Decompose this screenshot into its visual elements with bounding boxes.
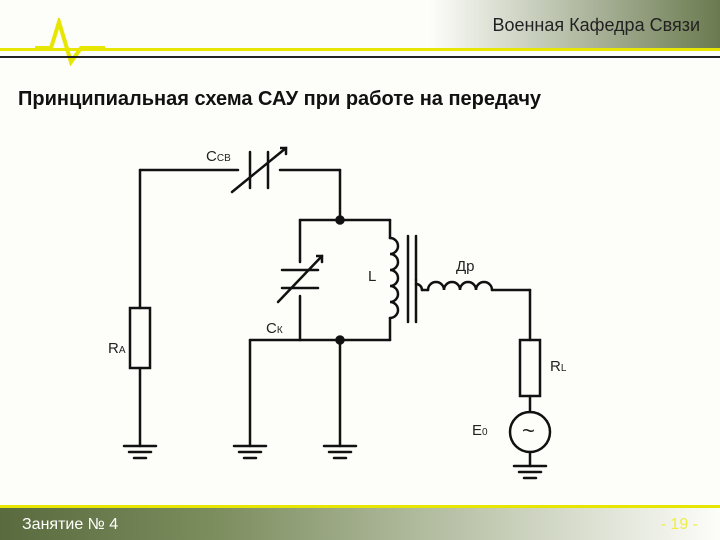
page-title: Принципиальная схема САУ при работе на п… xyxy=(18,88,541,111)
label-e0: E0 xyxy=(472,422,488,439)
label-e0-text: E xyxy=(472,422,482,439)
label-csv: CСВ xyxy=(206,148,231,165)
label-ra: RА xyxy=(108,340,126,357)
label-rl: RL xyxy=(550,358,566,375)
label-l: L xyxy=(368,268,376,285)
header: Военная Кафедра Связи xyxy=(0,0,720,60)
label-rl-sub: L xyxy=(561,363,567,374)
label-ra-text: R xyxy=(108,340,119,357)
label-ck: CК xyxy=(266,320,283,337)
label-l-text: L xyxy=(368,268,376,285)
label-rl-text: R xyxy=(550,358,561,375)
footer-left: Занятие № 4 xyxy=(22,516,118,534)
label-e0-sub: 0 xyxy=(482,427,488,438)
black-line xyxy=(0,56,720,58)
label-dr: Др xyxy=(456,258,475,275)
label-csv-sub: СВ xyxy=(217,153,231,164)
yellow-line-top xyxy=(0,48,720,51)
label-ra-sub: А xyxy=(119,345,126,356)
label-ck-sub: К xyxy=(277,325,283,336)
circuit-diagram: CСВ CК L Др RА RL E0 ~ xyxy=(110,140,610,480)
header-title: Военная Кафедра Связи xyxy=(492,15,700,36)
label-tilde-text: ~ xyxy=(522,418,535,443)
label-csv-text: C xyxy=(206,148,217,165)
ecg-icon xyxy=(35,18,105,66)
label-dr-text: Др xyxy=(456,258,475,275)
circuit-svg xyxy=(110,140,610,480)
label-ck-text: C xyxy=(266,320,277,337)
footer-right: - 19 - xyxy=(661,516,698,534)
label-tilde: ~ xyxy=(522,418,535,444)
